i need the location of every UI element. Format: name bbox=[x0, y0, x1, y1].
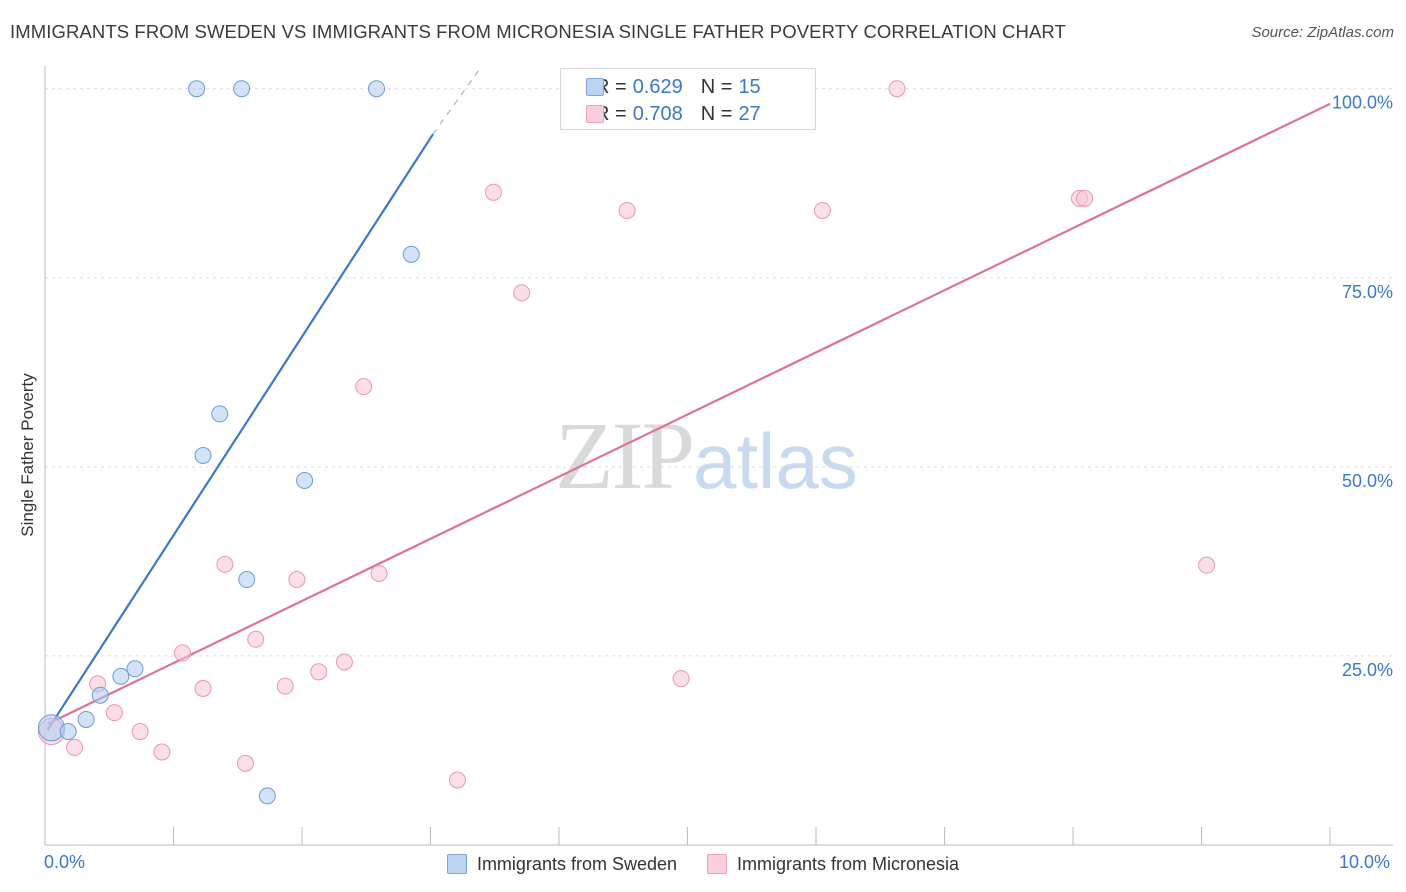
point-sweden bbox=[126, 660, 144, 678]
point-sweden bbox=[59, 723, 77, 741]
y-tick-labels: 25.0% 50.0% 75.0% 100.0% bbox=[1332, 93, 1393, 680]
trend-line-sweden-extension bbox=[432, 65, 483, 135]
point-sweden bbox=[188, 80, 206, 98]
point-sweden bbox=[296, 471, 314, 489]
watermark-zip: ZIP bbox=[555, 402, 695, 509]
point-micronesia bbox=[66, 738, 84, 756]
point-micronesia bbox=[194, 679, 212, 697]
x-tick-label-max: 10.0% bbox=[1339, 852, 1391, 872]
point-micronesia bbox=[335, 653, 353, 671]
point-micronesia bbox=[216, 555, 234, 573]
point-micronesia bbox=[131, 723, 149, 741]
point-sweden bbox=[402, 245, 420, 263]
trend-line-sweden bbox=[46, 133, 434, 731]
y-tick-label: 25.0% bbox=[1342, 660, 1393, 680]
point-micronesia bbox=[153, 743, 171, 761]
point-micronesia bbox=[355, 378, 373, 396]
legend-n-label: N = bbox=[700, 75, 733, 98]
point-micronesia bbox=[173, 644, 191, 662]
legend-item-micronesia: Immigrants from Micronesia bbox=[707, 854, 959, 875]
point-sweden bbox=[211, 405, 229, 423]
point-micronesia bbox=[310, 663, 328, 681]
watermark-atlas: atlas bbox=[693, 417, 858, 505]
point-micronesia bbox=[813, 201, 831, 219]
gridlines bbox=[45, 88, 1393, 657]
data-points bbox=[37, 80, 1216, 805]
y-axis-label: Single Father Poverty bbox=[18, 373, 37, 537]
point-micronesia bbox=[1076, 189, 1094, 207]
chart-title: IMMIGRANTS FROM SWEDEN VS IMMIGRANTS FRO… bbox=[10, 21, 1066, 42]
point-micronesia bbox=[618, 201, 636, 219]
point-micronesia bbox=[105, 704, 123, 722]
legend-n-value: 27 bbox=[738, 102, 761, 125]
point-sweden bbox=[91, 686, 109, 704]
point-micronesia bbox=[1198, 556, 1216, 574]
legend-swatch-micronesia bbox=[707, 854, 728, 874]
trend-line-micronesia bbox=[47, 102, 1331, 725]
y-tick-label: 100.0% bbox=[1332, 93, 1393, 113]
point-sweden bbox=[194, 447, 212, 464]
legend-swatch-sweden bbox=[586, 78, 604, 96]
point-micronesia bbox=[484, 183, 502, 201]
point-micronesia bbox=[236, 754, 254, 772]
point-micronesia bbox=[672, 670, 690, 688]
trend-lines bbox=[46, 65, 1331, 731]
watermark: ZIPatlas bbox=[555, 400, 858, 511]
point-micronesia bbox=[247, 630, 265, 648]
legend-n-value: 15 bbox=[738, 75, 761, 98]
axes bbox=[44, 66, 1393, 846]
point-micronesia bbox=[288, 571, 306, 589]
point-sweden bbox=[258, 787, 276, 805]
legend-item-sweden: Immigrants from Sweden bbox=[446, 853, 678, 875]
legend-swatch-sweden bbox=[446, 854, 467, 874]
legend-row-micronesia: R = 0.708 N = 27 bbox=[586, 102, 761, 126]
point-micronesia bbox=[888, 80, 906, 98]
legend-label-micronesia: Immigrants from Micronesia bbox=[737, 853, 960, 874]
point-sweden bbox=[233, 80, 251, 98]
point-sweden bbox=[238, 571, 256, 589]
point-sweden bbox=[77, 710, 95, 728]
point-micronesia bbox=[370, 564, 388, 582]
point-micronesia bbox=[513, 284, 531, 302]
series-legend: Immigrants from Sweden Immigrants from M… bbox=[0, 850, 1406, 878]
legend-r-value: 0.629 bbox=[632, 75, 683, 98]
y-tick-label: 50.0% bbox=[1342, 471, 1393, 491]
legend-row-sweden: R = 0.629 N = 15 bbox=[586, 75, 761, 99]
legend-r-value: 0.708 bbox=[632, 102, 683, 125]
point-sweden bbox=[112, 667, 130, 685]
legend-label-sweden: Immigrants from Sweden bbox=[476, 853, 678, 874]
legend-n-label: N = bbox=[700, 102, 733, 125]
point-micronesia bbox=[276, 677, 294, 695]
correlation-legend: R = 0.629 N = 15 R = 0.708 N = 27 bbox=[560, 68, 816, 130]
source-label: Source: ZipAtlas.com bbox=[1251, 24, 1394, 41]
y-tick-label: 75.0% bbox=[1342, 282, 1393, 302]
point-micronesia bbox=[448, 771, 466, 789]
legend-swatch-micronesia bbox=[586, 105, 604, 123]
point-sweden bbox=[368, 80, 386, 98]
x-tick-label-min: 0.0% bbox=[44, 852, 86, 872]
